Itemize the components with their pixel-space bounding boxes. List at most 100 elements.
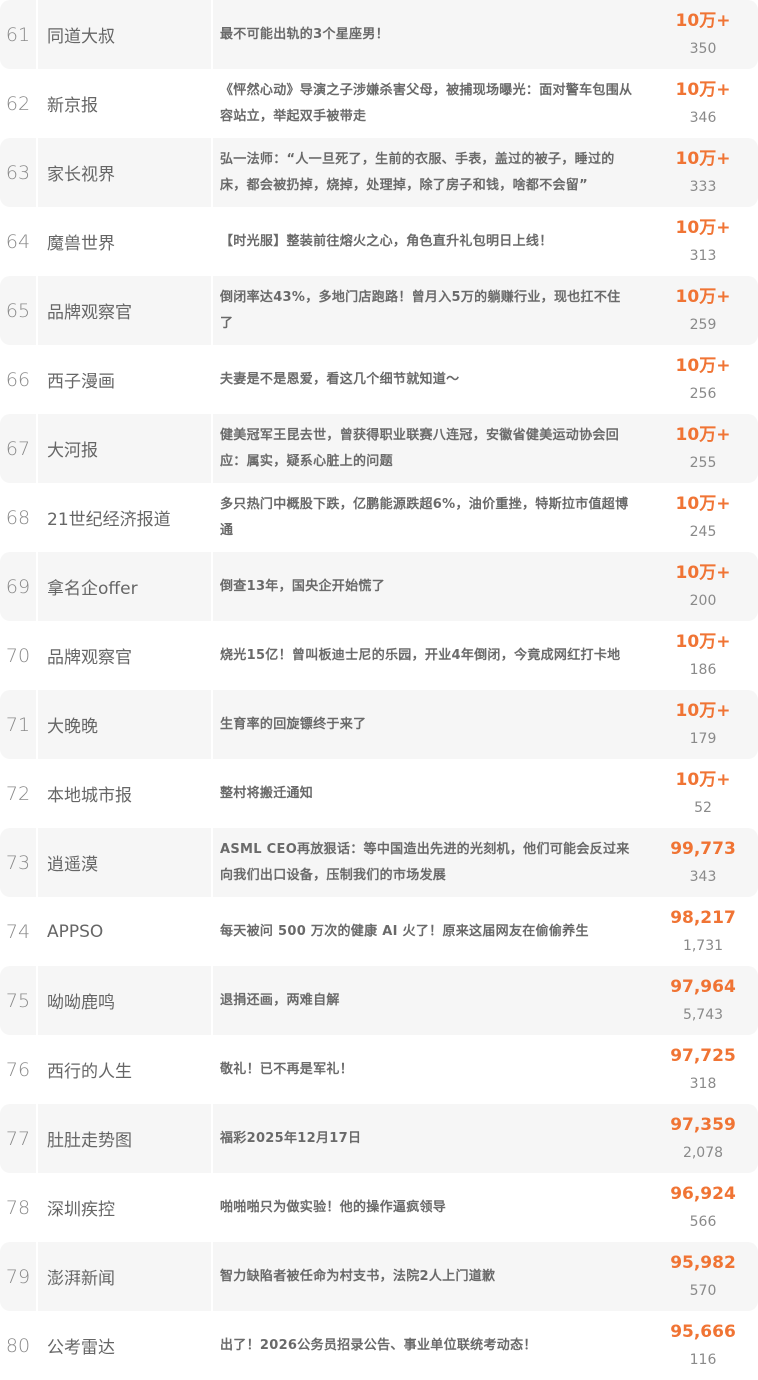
read-count: 10万+ <box>675 286 731 307</box>
article-stats: 10万+ 245 <box>648 483 758 552</box>
article-title-link[interactable]: 健美冠军王昆去世，曾获得职业联赛八连冠，安徽省健美运动协会回应：属实，疑系心脏上… <box>220 427 620 469</box>
account-name[interactable]: 家长视界 <box>38 138 213 207</box>
article-title-link[interactable]: 智力缺陷者被任命为村支书，法院2人上门道歉 <box>220 1268 496 1284</box>
account-name[interactable]: 西子漫画 <box>38 345 213 414</box>
like-count: 2,078 <box>682 1144 724 1161</box>
article-title-link[interactable]: 福彩2025年12月17日 <box>220 1130 362 1146</box>
table-row[interactable]: 61 同道大叔 最不可能出轨的3个星座男！ 10万+ 350 <box>0 0 758 69</box>
read-count: 10万+ <box>675 10 731 31</box>
account-name[interactable]: 呦呦鹿鸣 <box>38 966 213 1035</box>
article-title-link[interactable]: 烧光15亿！曾叫板迪士尼的乐园，开业4年倒闭，今竟成网红打卡地 <box>220 647 621 663</box>
account-name[interactable]: APPSO <box>38 897 213 966</box>
read-count: 10万+ <box>675 424 731 445</box>
table-row[interactable]: 79 澎湃新闻 智力缺陷者被任命为村支书，法院2人上门道歉 95,982 570 <box>0 1242 758 1311</box>
article-title-link[interactable]: 啪啪啪只为做实验！他的操作逼疯领导 <box>220 1199 447 1215</box>
like-count: 313 <box>689 247 717 264</box>
article-title-link[interactable]: 退捐还画，两难自解 <box>220 992 340 1008</box>
article-title-link[interactable]: 夫妻是不是恩爱，看这几个细节就知道～ <box>220 371 460 387</box>
table-row[interactable]: 77 肚肚走势图 福彩2025年12月17日 97,359 2,078 <box>0 1104 758 1173</box>
read-count: 10万+ <box>675 769 731 790</box>
account-name[interactable]: 21世纪经济报道 <box>38 483 213 552</box>
article-title-link[interactable]: 每天被问 500 万次的健康 AI 火了！原来这届网友在偷偷养生 <box>220 923 589 939</box>
table-row[interactable]: 72 本地城市报 整村将搬迁通知 10万+ 52 <box>0 759 758 828</box>
article-stats: 10万+ 259 <box>648 276 758 345</box>
account-name[interactable]: 深圳疾控 <box>38 1173 213 1242</box>
table-row[interactable]: 71 大晚晚 生育率的回旋镖终于来了 10万+ 179 <box>0 690 758 759</box>
table-row[interactable]: 64 魔兽世界 【时光服】整装前往熔火之心，角色直升礼包明日上线！ 10万+ 313 <box>0 207 758 276</box>
article-title-link[interactable]: 倒查13年，国央企开始慌了 <box>220 578 385 594</box>
table-row[interactable]: 66 西子漫画 夫妻是不是恩爱，看这几个细节就知道～ 10万+ 256 <box>0 345 758 414</box>
read-count: 10万+ <box>675 700 731 721</box>
table-row[interactable]: 74 APPSO 每天被问 500 万次的健康 AI 火了！原来这届网友在偷偷养生 9… <box>0 897 758 966</box>
article-stats: 10万+ 313 <box>648 207 758 276</box>
article-title-link[interactable]: 多只热门中概股下跌，亿鹏能源跌超6%，油价重挫，特斯拉市值超博通 <box>220 496 629 538</box>
account-name[interactable]: 魔兽世界 <box>38 207 213 276</box>
table-row[interactable]: 69 拿名企offer 倒查13年，国央企开始慌了 10万+ 200 <box>0 552 758 621</box>
read-count: 99,773 <box>670 838 736 859</box>
rank-number: 72 <box>0 759 38 828</box>
article-title-link[interactable]: 倒闭率达43%，多地门店跑路！曾月入5万的躺赚行业，现也扛不住了 <box>220 289 621 331</box>
account-name[interactable]: 品牌观察官 <box>38 621 213 690</box>
like-count: 52 <box>694 799 712 816</box>
rank-number: 64 <box>0 207 38 276</box>
read-count: 96,924 <box>670 1183 736 1204</box>
account-name[interactable]: 大晚晚 <box>38 690 213 759</box>
article-stats: 10万+ 186 <box>648 621 758 690</box>
read-count: 95,666 <box>670 1321 736 1342</box>
read-count: 95,982 <box>670 1252 736 1273</box>
table-row[interactable]: 62 新京报 《怦然心动》导演之子涉嫌杀害父母，被捕现场曝光：面对警车包围从容站立，… <box>0 69 758 138</box>
table-row[interactable]: 63 家长视界 弘一法师：“人一旦死了，生前的衣服、手表，盖过的被子，睡过的床，都会… <box>0 138 758 207</box>
table-row[interactable]: 65 品牌观察官 倒闭率达43%，多地门店跑路！曾月入5万的躺赚行业，现也扛不住了 1… <box>0 276 758 345</box>
rank-number: 76 <box>0 1035 38 1104</box>
table-row[interactable]: 78 深圳疾控 啪啪啪只为做实验！他的操作逼疯领导 96,924 566 <box>0 1173 758 1242</box>
like-count: 256 <box>689 385 717 402</box>
rank-number: 77 <box>0 1104 38 1173</box>
like-count: 346 <box>689 109 717 126</box>
account-name[interactable]: 西行的人生 <box>38 1035 213 1104</box>
account-name[interactable]: 新京报 <box>38 69 213 138</box>
account-name[interactable]: 同道大叔 <box>38 0 213 69</box>
article-title-link[interactable]: 出了！2026公务员招录公告、事业单位联统考动态！ <box>220 1337 537 1353</box>
table-row[interactable]: 80 公考雷达 出了！2026公务员招录公告、事业单位联统考动态！ 95,666 116 <box>0 1311 758 1380</box>
article-stats: 10万+ 333 <box>648 138 758 207</box>
account-name[interactable]: 澎湃新闻 <box>38 1242 213 1311</box>
table-row[interactable]: 68 21世纪经济报道 多只热门中概股下跌，亿鹏能源跌超6%，油价重挫，特斯拉市值超… <box>0 483 758 552</box>
like-count: 318 <box>689 1075 717 1092</box>
like-count: 333 <box>689 178 717 195</box>
article-stats: 10万+ 52 <box>648 759 758 828</box>
account-name[interactable]: 品牌观察官 <box>38 276 213 345</box>
table-row[interactable]: 76 西行的人生 敬礼！已不再是军礼！ 97,725 318 <box>0 1035 758 1104</box>
article-stats: 98,217 1,731 <box>648 897 758 966</box>
account-name[interactable]: 本地城市报 <box>38 759 213 828</box>
table-row[interactable]: 75 呦呦鹿鸣 退捐还画，两难自解 97,964 5,743 <box>0 966 758 1035</box>
article-title-link[interactable]: ASML CEO再放狠话：等中国造出先进的光刻机，他们可能会反过来向我们出口设备… <box>220 841 630 883</box>
account-name[interactable]: 逍遥漠 <box>38 828 213 897</box>
like-count: 570 <box>689 1282 717 1299</box>
article-stats: 10万+ 346 <box>648 69 758 138</box>
rank-number: 62 <box>0 69 38 138</box>
table-row[interactable]: 67 大河报 健美冠军王昆去世，曾获得职业联赛八连冠，安徽省健美运动协会回应：属实，… <box>0 414 758 483</box>
article-stats: 96,924 566 <box>648 1173 758 1242</box>
article-title-link[interactable]: 【时光服】整装前往熔火之心，角色直升礼包明日上线！ <box>220 233 553 249</box>
account-name[interactable]: 公考雷达 <box>38 1311 213 1380</box>
rank-number: 75 <box>0 966 38 1035</box>
article-title-link[interactable]: 弘一法师：“人一旦死了，生前的衣服、手表，盖过的被子，睡过的床，都会被扔掉，烧掉… <box>220 151 615 193</box>
table-row[interactable]: 73 逍遥漠 ASML CEO再放狠话：等中国造出先进的光刻机，他们可能会反过来向我… <box>0 828 758 897</box>
like-count: 245 <box>689 523 717 540</box>
account-name[interactable]: 大河报 <box>38 414 213 483</box>
read-count: 98,217 <box>670 907 736 928</box>
article-title-link[interactable]: 《怦然心动》导演之子涉嫌杀害父母，被捕现场曝光：面对警车包围从容站立，举起双手被… <box>220 82 633 124</box>
article-title-link[interactable]: 生育率的回旋镖终于来了 <box>220 716 367 732</box>
account-name[interactable]: 肚肚走势图 <box>38 1104 213 1173</box>
read-count: 10万+ <box>675 562 731 583</box>
article-title-link[interactable]: 整村将搬迁通知 <box>220 785 314 801</box>
account-name[interactable]: 拿名企offer <box>38 552 213 621</box>
read-count: 10万+ <box>675 217 731 238</box>
read-count: 10万+ <box>675 493 731 514</box>
article-title-link[interactable]: 敬礼！已不再是军礼！ <box>220 1061 354 1077</box>
article-title-link[interactable]: 最不可能出轨的3个星座男！ <box>220 26 389 42</box>
article-stats: 97,359 2,078 <box>648 1104 758 1173</box>
table-row[interactable]: 70 品牌观察官 烧光15亿！曾叫板迪士尼的乐园，开业4年倒闭，今竟成网红打卡地 10… <box>0 621 758 690</box>
like-count: 186 <box>689 661 717 678</box>
